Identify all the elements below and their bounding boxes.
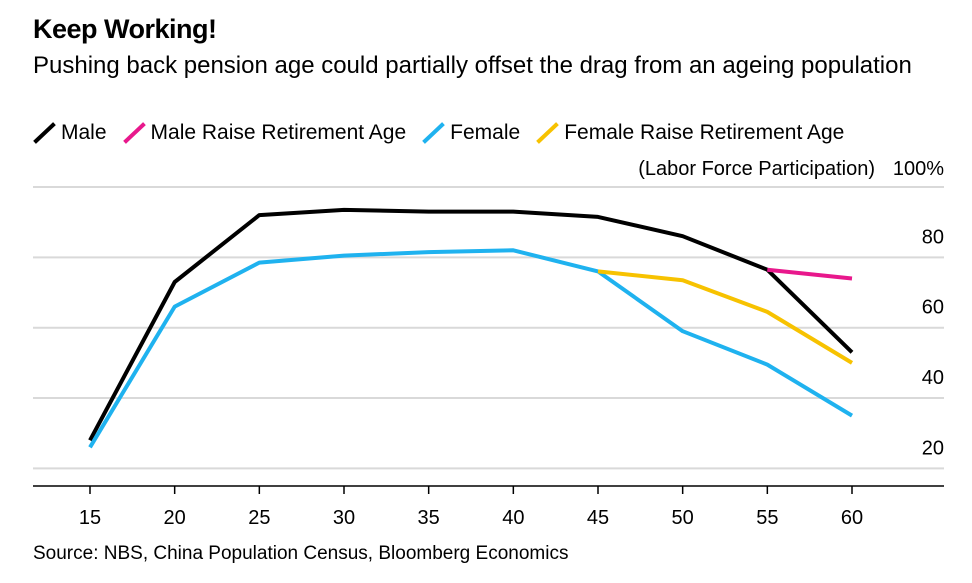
series-line-male-raise-retirement-age <box>767 267 853 281</box>
legend-item-male-raise: Male Raise Retirement Age <box>122 121 407 145</box>
legend-label-female: Female <box>450 121 521 144</box>
legend-item-female: Female <box>422 121 520 145</box>
x-tick-label: 60 <box>841 507 863 529</box>
legend: Male Male Raise Retirement Age Female Fe… <box>33 121 860 145</box>
legend-swatch-line <box>422 122 445 144</box>
series-line-male <box>88 207 854 442</box>
x-tick-label: 30 <box>333 507 355 529</box>
x-tick-label: 50 <box>672 507 694 529</box>
x-tick-label: 20 <box>164 507 186 529</box>
legend-swatch-line <box>33 122 56 144</box>
chart-subtitle: Pushing back pension age could partially… <box>33 52 912 79</box>
x-tick-label: 45 <box>587 507 609 529</box>
y-tick-label: 80 <box>922 226 944 248</box>
legend-swatch-female <box>422 122 445 144</box>
legend-label-male: Male <box>61 121 107 144</box>
x-tick-label: 15 <box>79 507 101 529</box>
chart-title: Keep Working! <box>33 14 217 44</box>
y-tick-label: 60 <box>922 297 944 319</box>
x-tick-label: 25 <box>248 507 270 529</box>
x-tick-label: 55 <box>756 507 778 529</box>
legend-swatch-male-raise <box>122 122 146 144</box>
x-tick-label: 40 <box>502 507 524 529</box>
y-tick-label: 100% <box>893 158 944 180</box>
legend-swatch-male <box>33 122 56 144</box>
legend-item-male: Male <box>33 121 107 145</box>
legend-swatch-line <box>122 122 146 144</box>
legend-item-female-raise: Female Raise Retirement Age <box>536 121 844 145</box>
legend-label-male-raise: Male Raise Retirement Age <box>150 121 407 144</box>
source-note: Source: NBS, China Population Census, Bl… <box>33 543 569 564</box>
y-tick-label: 20 <box>922 437 944 459</box>
legend-label-female-raise: Female Raise Retirement Age <box>564 121 845 144</box>
series-line-female <box>88 248 854 449</box>
legend-swatch-female-raise <box>536 122 560 144</box>
x-tick-label: 35 <box>418 507 440 529</box>
y-tick-label: 40 <box>922 367 944 389</box>
series-line-female-raise-retirement-age <box>597 269 854 365</box>
y-axis-label: (Labor Force Participation) <box>638 158 875 180</box>
legend-swatch-line <box>536 122 560 144</box>
